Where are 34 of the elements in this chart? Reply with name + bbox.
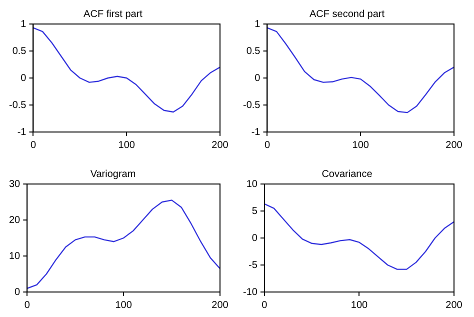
y-tick-label: 0.5 [246, 46, 261, 57]
y-tick-label: 0 [14, 286, 21, 298]
chart-title: ACF first part [84, 8, 143, 20]
y-tick-label: -0.5 [242, 100, 261, 111]
y-tick-label: 1 [254, 18, 261, 30]
y-tick-label: -1 [17, 126, 27, 138]
y-tick-label: -1 [251, 126, 261, 138]
x-tick-label: 200 [446, 299, 463, 310]
x-tick-label: 200 [212, 299, 229, 310]
y-tick-label: 1 [20, 18, 27, 30]
y-tick-label: 20 [9, 214, 21, 226]
x-tick-label: 0 [264, 140, 270, 151]
y-tick-label: 0.5 [12, 46, 27, 57]
x-tick-label: 200 [446, 140, 463, 151]
y-tick-label: -5 [248, 259, 258, 270]
x-tick-label: 100 [118, 140, 136, 151]
y-tick-label: 0 [252, 232, 258, 244]
y-tick-label: 0 [254, 72, 261, 84]
y-tick-label: 10 [246, 178, 258, 190]
y-tick-label: 30 [9, 178, 21, 190]
chart-title: Variogram [90, 168, 136, 180]
y-tick-label: -10 [243, 286, 258, 298]
x-tick-label: 100 [350, 299, 368, 310]
y-tick-label: -0.5 [8, 100, 27, 111]
x-tick-label: 0 [30, 140, 36, 151]
x-tick-label: 0 [262, 299, 268, 310]
y-tick-label: 0 [20, 72, 27, 84]
y-tick-label: 10 [9, 250, 21, 262]
chart-title: Covariance [322, 168, 373, 180]
chart-title: ACF second part [309, 8, 385, 20]
y-tick-label: 5 [252, 205, 258, 216]
x-tick-label: 100 [352, 140, 370, 151]
x-tick-label: 100 [115, 299, 132, 310]
x-tick-label: 200 [212, 140, 229, 151]
